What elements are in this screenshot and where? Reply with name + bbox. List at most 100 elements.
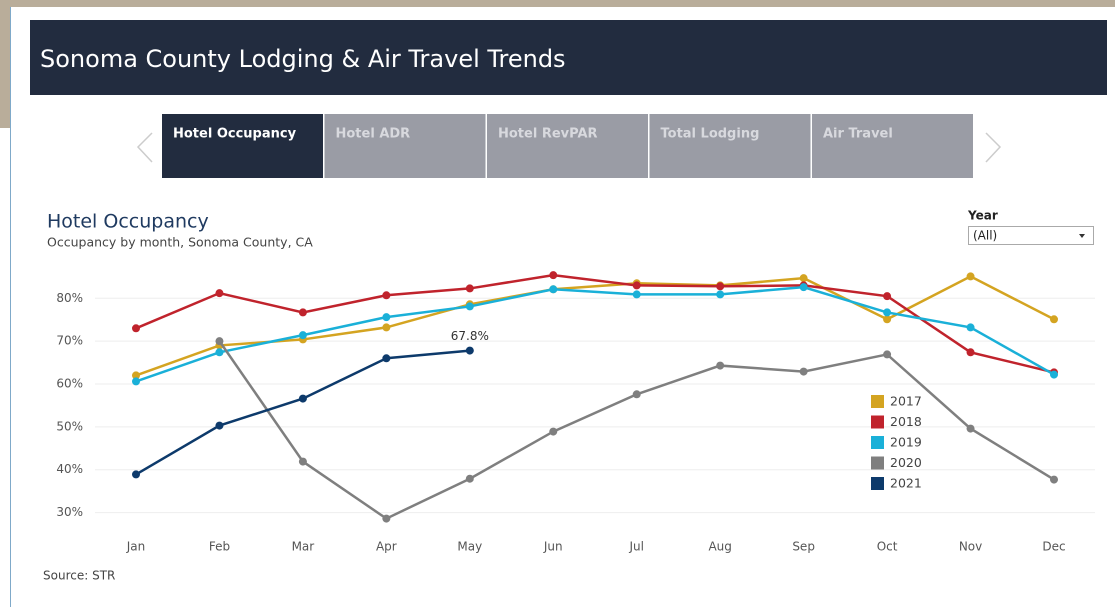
y-tick-label: 30% [56, 505, 83, 519]
series-line [135, 285, 1055, 383]
y-tick-label: 80% [56, 291, 83, 305]
data-point [799, 283, 808, 292]
legend-label: 2019 [890, 435, 922, 450]
legend-swatch [871, 456, 884, 470]
legend-label: 2017 [890, 394, 922, 409]
data-point [883, 315, 892, 324]
data-point [799, 274, 808, 283]
x-tick-label: Jul [628, 540, 643, 554]
x-tick-label: Apr [376, 540, 397, 554]
data-point [465, 346, 474, 355]
data-point [298, 457, 307, 466]
x-tick-label: Mar [292, 540, 315, 554]
data-point [799, 367, 808, 376]
data-point [132, 470, 140, 479]
x-tick-label: Oct [877, 540, 898, 554]
data-point [382, 313, 391, 322]
data-point [382, 291, 391, 300]
legend-swatch [871, 395, 884, 408]
data-point [716, 282, 725, 291]
year-dropdown[interactable] [968, 226, 1094, 245]
data-point [465, 284, 474, 293]
data-point [298, 308, 307, 317]
data-point [1050, 475, 1058, 484]
data-point [716, 290, 725, 299]
header-bar [30, 20, 1107, 95]
x-tick-label: Sep [792, 540, 815, 554]
data-point [632, 281, 641, 290]
data-point [966, 272, 975, 281]
y-tick-label: 50% [56, 419, 83, 433]
dropdown-value: (All) [973, 229, 997, 243]
x-tick-label: Aug [708, 540, 731, 554]
data-point [549, 285, 558, 294]
data-point [1050, 315, 1058, 324]
data-point [883, 308, 892, 317]
data-point [549, 427, 558, 436]
data-point [1050, 370, 1058, 379]
data-point [215, 289, 224, 298]
tab[interactable] [649, 114, 811, 178]
legend-label: 2020 [890, 455, 922, 470]
data-point [549, 271, 558, 280]
x-tick-label: May [457, 540, 482, 554]
header-title: Sonoma County Lodging & Air Travel Trend… [40, 45, 566, 73]
data-point [215, 348, 224, 357]
filter-label: Year [967, 209, 998, 223]
data-point [132, 377, 140, 386]
y-tick-label: 60% [56, 377, 83, 391]
next-arrow[interactable] [985, 132, 1002, 163]
tab[interactable] [324, 114, 486, 178]
legend-label: 2021 [890, 476, 922, 491]
legend-swatch [871, 436, 884, 449]
prev-arrow[interactable] [136, 132, 153, 163]
data-point [382, 514, 391, 523]
data-point [632, 390, 641, 399]
legend-label: 2018 [890, 414, 922, 429]
data-point [632, 290, 641, 299]
y-tick-label: 70% [56, 334, 83, 348]
tab[interactable] [162, 114, 323, 178]
data-point [298, 331, 307, 340]
legend-swatch [871, 415, 884, 429]
tab-label: Hotel RevPAR [498, 127, 598, 142]
legend-swatch [871, 477, 884, 490]
x-tick-label: Jan [126, 540, 146, 554]
data-point [132, 324, 140, 333]
data-point [883, 292, 892, 301]
tab[interactable] [487, 114, 648, 178]
data-point [382, 354, 391, 363]
x-tick-label: Nov [959, 540, 982, 554]
data-point [465, 474, 474, 483]
tab-label: Air Travel [823, 127, 893, 142]
data-point [132, 371, 140, 380]
x-tick-label: Jun [543, 540, 563, 554]
data-point [465, 302, 474, 311]
data-point [966, 323, 975, 332]
tab-label: Hotel ADR [336, 127, 411, 142]
data-point [883, 350, 892, 359]
data-point [215, 421, 224, 430]
chart-subtitle: Occupancy by month, Sonoma County, CA [47, 235, 313, 250]
data-point [298, 394, 307, 403]
series-line [135, 349, 470, 476]
data-label: 67.8% [451, 329, 489, 343]
data-point [382, 323, 391, 332]
data-point [966, 424, 975, 433]
series-line [218, 340, 1055, 521]
tab[interactable] [812, 114, 973, 178]
source-note: Source: STR [43, 569, 115, 583]
frame-left [0, 0, 10, 128]
chart-title: Hotel Occupancy [47, 211, 209, 233]
x-tick-label: Feb [209, 540, 230, 554]
series-line [135, 273, 1055, 374]
dropdown-caret [1079, 234, 1085, 238]
data-point [716, 361, 725, 370]
frame-top [0, 0, 1115, 7]
data-point [215, 337, 224, 346]
series-line [135, 275, 1055, 377]
tab-label: Hotel Occupancy [173, 127, 297, 142]
x-tick-label: Dec [1042, 540, 1065, 554]
data-point [966, 348, 975, 357]
